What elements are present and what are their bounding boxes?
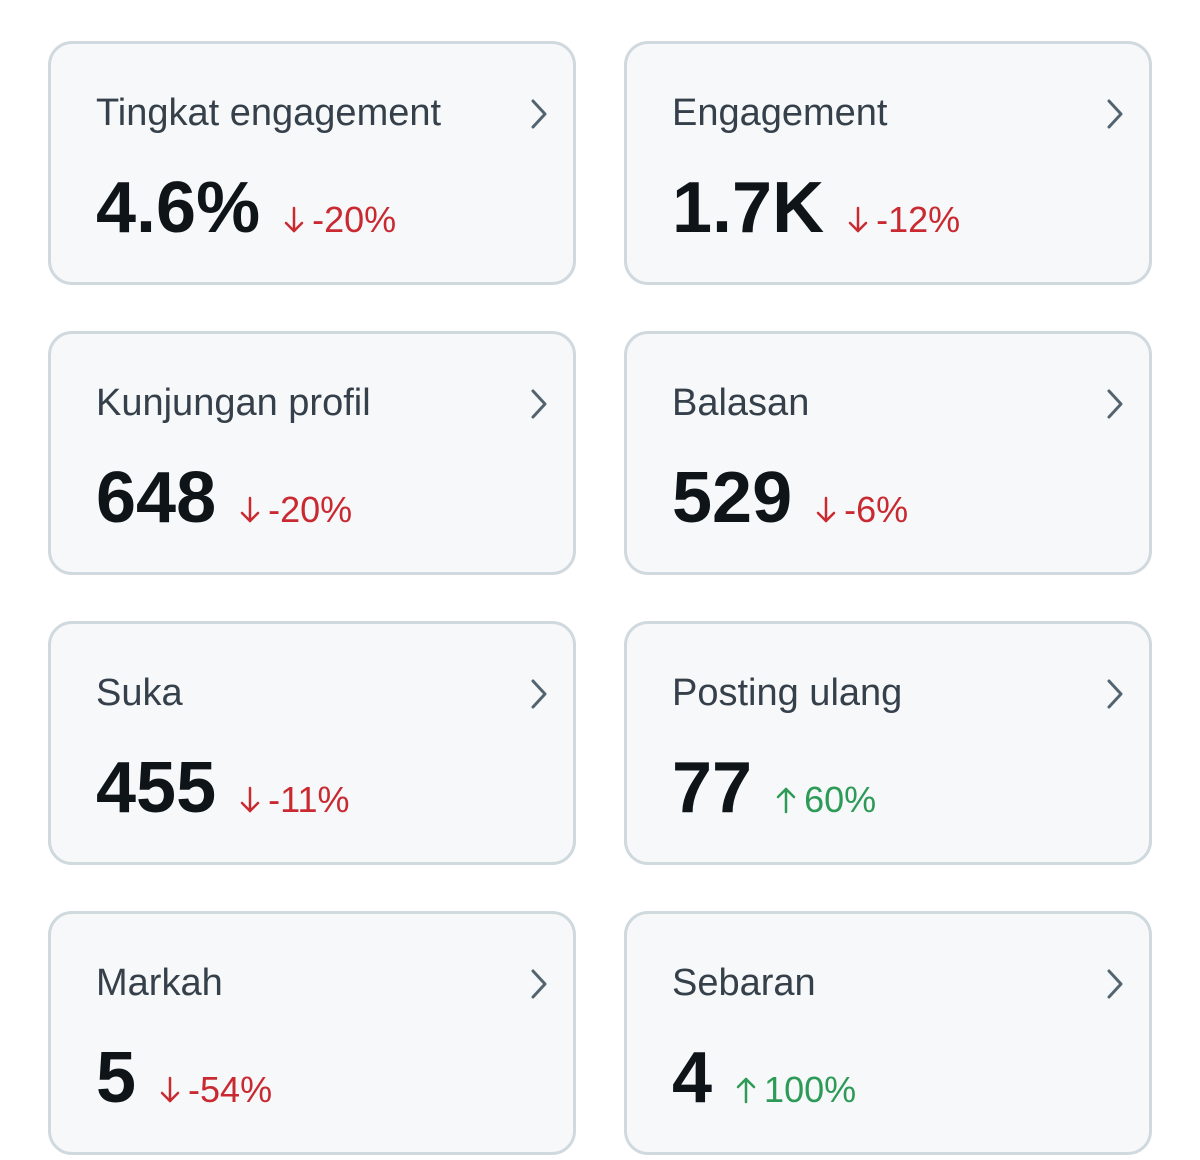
arrow-down-icon <box>240 786 260 813</box>
metric-change-value: -20% <box>312 199 397 240</box>
arrow-up-icon <box>736 1077 756 1104</box>
metric-row: 4.6% -20% <box>96 166 396 250</box>
card-title: Tingkat engagement <box>96 92 442 134</box>
metric-change-value: -11% <box>268 779 350 820</box>
chevron-right-icon <box>1107 99 1123 129</box>
metric-change-value: -54% <box>188 1069 273 1110</box>
metric-row: 77 60% <box>672 746 876 830</box>
metric-change: -20% <box>240 490 352 530</box>
metric-change: -11% <box>240 779 350 820</box>
metric-card-shares[interactable]: Sebaran 4 100% <box>624 911 1152 1155</box>
metric-row: 1.7K -12% <box>672 166 960 250</box>
arrow-down-icon <box>160 1076 180 1103</box>
metric-card-reposts[interactable]: Posting ulang 77 60% <box>624 621 1152 865</box>
chevron-right-icon <box>531 679 547 709</box>
card-title: Engagement <box>672 92 888 134</box>
metric-card-likes[interactable]: Suka 455 -11% <box>48 621 576 865</box>
metric-change: -12% <box>848 200 960 240</box>
metric-change-value: -6% <box>844 489 909 530</box>
metric-change-value: -20% <box>268 489 353 530</box>
card-title: Markah <box>96 962 223 1004</box>
metric-value: 1.7K <box>672 168 825 248</box>
card-title: Suka <box>96 672 183 714</box>
metric-card-engagement[interactable]: Engagement 1.7K -12% <box>624 41 1152 285</box>
metric-change: 100% <box>736 1070 856 1110</box>
metric-change-value: 60% <box>804 779 877 820</box>
metrics-grid: Tingkat engagement 4.6% -20% Engagement … <box>48 41 1152 1155</box>
arrow-down-icon <box>284 206 304 233</box>
card-title: Sebaran <box>672 962 816 1004</box>
metric-change-value: 100% <box>764 1069 857 1110</box>
metric-value: 4.6% <box>96 168 261 248</box>
arrow-up-icon <box>776 787 796 814</box>
metric-row: 455 -11% <box>96 746 350 830</box>
metric-change: -54% <box>160 1070 272 1110</box>
metric-row: 4 100% <box>672 1036 856 1120</box>
chevron-right-icon <box>1107 389 1123 419</box>
metric-change: -20% <box>284 200 396 240</box>
arrow-down-icon <box>240 496 260 523</box>
chevron-right-icon <box>1107 679 1123 709</box>
metric-value: 5 <box>96 1038 137 1118</box>
metric-value: 529 <box>672 458 793 538</box>
metric-card-bookmarks[interactable]: Markah 5 -54% <box>48 911 576 1155</box>
metric-value: 77 <box>672 748 753 828</box>
chevron-right-icon <box>531 99 547 129</box>
metric-row: 529 -6% <box>672 456 908 540</box>
metric-change: 60% <box>776 780 876 820</box>
metric-card-replies[interactable]: Balasan 529 -6% <box>624 331 1152 575</box>
metric-change-value: -12% <box>876 199 961 240</box>
metric-row: 5 -54% <box>96 1036 272 1120</box>
metric-row: 648 -20% <box>96 456 352 540</box>
metric-card-profile-visits[interactable]: Kunjungan profil 648 -20% <box>48 331 576 575</box>
card-title: Posting ulang <box>672 672 903 714</box>
metric-value: 648 <box>96 458 217 538</box>
chevron-right-icon <box>1107 969 1123 999</box>
arrow-down-icon <box>848 206 868 233</box>
chevron-right-icon <box>531 969 547 999</box>
arrow-down-icon <box>816 496 836 523</box>
card-title: Balasan <box>672 382 810 424</box>
metric-value: 4 <box>672 1038 713 1118</box>
metric-card-engagement-rate[interactable]: Tingkat engagement 4.6% -20% <box>48 41 576 285</box>
metric-change: -6% <box>816 490 908 530</box>
card-title: Kunjungan profil <box>96 382 371 424</box>
chevron-right-icon <box>531 389 547 419</box>
metric-value: 455 <box>96 748 217 828</box>
